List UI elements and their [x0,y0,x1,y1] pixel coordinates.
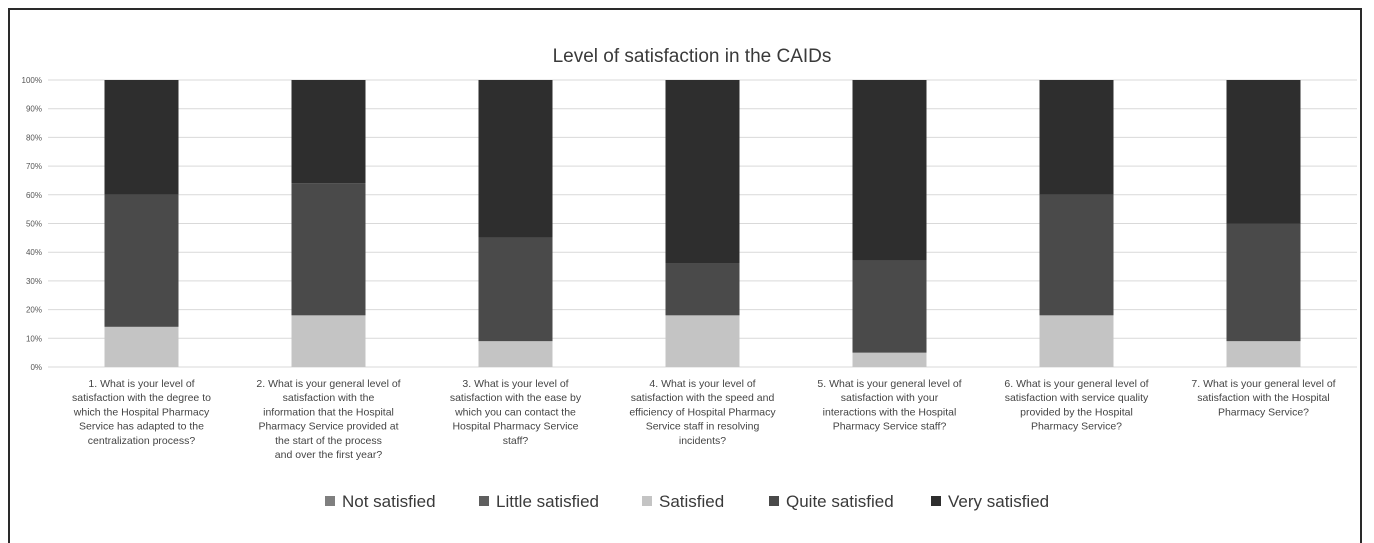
bar-segment-quite-satisfied [852,260,927,353]
category-label: 7. What is your general level of satisfac… [1191,378,1335,418]
bar-segment-very-satisfied [665,80,740,264]
category-label-line: 3. What is your level of [462,378,568,390]
category-label-line: 5. What is your general level of [817,378,961,390]
y-tick-label: 40% [26,248,42,257]
category-label-line: interactions with the Hospital [823,406,957,418]
y-tick-label: 70% [26,162,42,171]
category-label-line: Service has adapted to the [79,421,204,433]
bars [104,80,1301,367]
category-label-line: satisfaction with the ease by [450,392,582,404]
legend-swatch [479,496,489,506]
y-tick-label: 100% [22,76,42,85]
category-label-line: Pharmacy Service? [1218,406,1309,418]
y-tick-label: 0% [30,363,42,372]
bar-segment-quite-satisfied [1039,194,1114,316]
legend-label: Quite satisfied [786,492,894,511]
y-tick-label: 80% [26,133,42,142]
category-label-line: satisfaction with your [841,392,939,404]
category-label-line: Hospital Pharmacy Service [452,421,578,433]
category-label: 6. What is your general level of satisfac… [1004,378,1149,433]
category-label-line: which the Hospital Pharmacy [73,406,210,418]
legend-label: Very satisfied [948,492,1049,511]
category-label-line: Pharmacy Service? [1031,421,1122,433]
legend-swatch [642,496,652,506]
category-label-line: 4. What is your level of [649,378,755,390]
category-label-line: incidents? [679,435,726,447]
bar-segment-satisfied [104,326,179,367]
category-labels: 1. What is your level of satisfaction wit… [72,378,1336,461]
category-label-line: efficiency of Hospital Pharmacy [629,406,776,418]
category-label-line: satisfaction with the degree to [72,392,211,404]
bar-segment-quite-satisfied [291,183,366,316]
y-tick-label: 60% [26,191,42,200]
category-label-line: centralization process? [88,435,196,447]
category-label-line: provided by the Hospital [1020,406,1133,418]
category-label-line: 7. What is your general level of [1191,378,1335,390]
bar-segment-quite-satisfied [104,194,179,327]
bar-segment-very-satisfied [1039,80,1114,195]
bar-segment-satisfied [478,341,553,367]
y-axis: 0% 10% 20% 30% 40% 50% 60% 70% 80% 90% 100% [22,76,42,372]
category-label: 5. What is your general level of satisfac… [817,378,961,433]
bar-segment-very-satisfied [852,80,927,261]
bar-segment-satisfied [1226,341,1301,367]
legend-swatch [931,496,941,506]
category-label-line: satisfaction with the Hospital [1197,392,1329,404]
bar-segment-very-satisfied [1226,80,1301,224]
category-label-line: information that the Hospital [263,406,394,418]
legend-label: Satisfied [659,492,724,511]
category-label-line: Pharmacy Service staff? [833,421,947,433]
legend-label: Little satisfied [496,492,599,511]
bar-segment-satisfied [852,352,927,367]
chart-title: Level of satisfaction in the CAIDs [553,46,832,67]
y-tick-label: 20% [26,306,42,315]
category-label-line: the start of the process [275,435,382,447]
y-tick-label: 90% [26,105,42,114]
legend-swatch [325,496,335,506]
category-label: 3. What is your level of satisfaction wit… [450,378,582,447]
category-label-line: 6. What is your general level of [1004,378,1148,390]
category-label-line: Pharmacy Service provided at [258,421,398,433]
legend-swatch [769,496,779,506]
legend-label: Not satisfied [342,492,436,511]
bar-segment-very-satisfied [104,80,179,195]
category-label-line: satisfaction with the speed and [631,392,775,404]
category-label-line: satisfaction with the [283,392,375,404]
y-tick-label: 30% [26,277,42,286]
bar-segment-satisfied [1039,315,1114,367]
category-label-line: satisfaction with service quality [1005,392,1149,404]
category-label-line: and over the first year? [275,449,383,461]
legend: Not satisfied Little satisfied Satisfied Qu… [325,492,1049,511]
category-label-line: 1. What is your level of [88,378,194,390]
bar-segment-quite-satisfied [665,263,740,316]
category-label-line: Service staff in resolving [646,421,760,433]
y-tick-label: 10% [26,334,42,343]
bar-segment-quite-satisfied [1226,223,1301,342]
bar-segment-very-satisfied [478,80,553,238]
category-label: 4. What is your level of satisfaction wit… [629,378,776,447]
category-label: 1. What is your level of satisfaction wit… [72,378,211,447]
category-label-line: 2. What is your general level of [256,378,400,390]
bar-segment-satisfied [291,315,366,367]
category-label-line: staff? [503,435,529,447]
category-label: 2. What is your general level of satisfac… [256,378,400,461]
bar-segment-quite-satisfied [478,237,553,342]
category-label-line: which you can contact the [454,406,576,418]
bar-segment-very-satisfied [291,80,366,184]
y-tick-label: 50% [26,220,42,229]
bar-segment-satisfied [665,315,740,367]
